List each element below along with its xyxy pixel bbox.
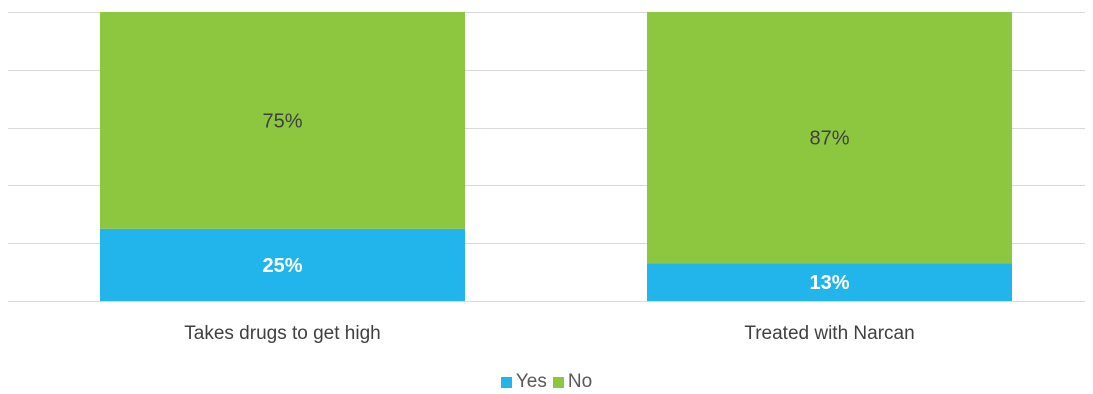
bar-yes-1 xyxy=(647,263,1012,301)
data-label-no-1: 87% xyxy=(809,128,849,150)
legend-item-yes: Yes xyxy=(500,371,547,393)
legend-label-no: No xyxy=(567,371,593,392)
bar-yes-0 xyxy=(100,228,465,301)
data-label-yes-0: 25% xyxy=(262,255,302,277)
stacked-bar-chart: 25% 75% 13% 87% Takes drugs to get high Trea… xyxy=(8,12,1085,344)
data-label-yes-1: 13% xyxy=(809,272,849,294)
legend-swatch-no xyxy=(552,376,564,388)
data-labels: 25% 75% 13% 87% xyxy=(262,110,849,294)
category-labels: Takes drugs to get high Treated with Narc… xyxy=(184,323,914,344)
bars xyxy=(100,12,1012,301)
category-label-0: Takes drugs to get high xyxy=(184,323,380,344)
bar-no-0 xyxy=(100,12,465,229)
category-label-1: Treated with Narcan xyxy=(744,323,914,344)
legend: Yes No xyxy=(0,370,1093,394)
legend-item-no: No xyxy=(552,371,593,393)
legend-swatch-yes xyxy=(500,376,512,388)
data-label-no-0: 75% xyxy=(262,110,302,132)
legend-label-yes: Yes xyxy=(515,371,547,392)
bar-no-1 xyxy=(647,12,1012,264)
